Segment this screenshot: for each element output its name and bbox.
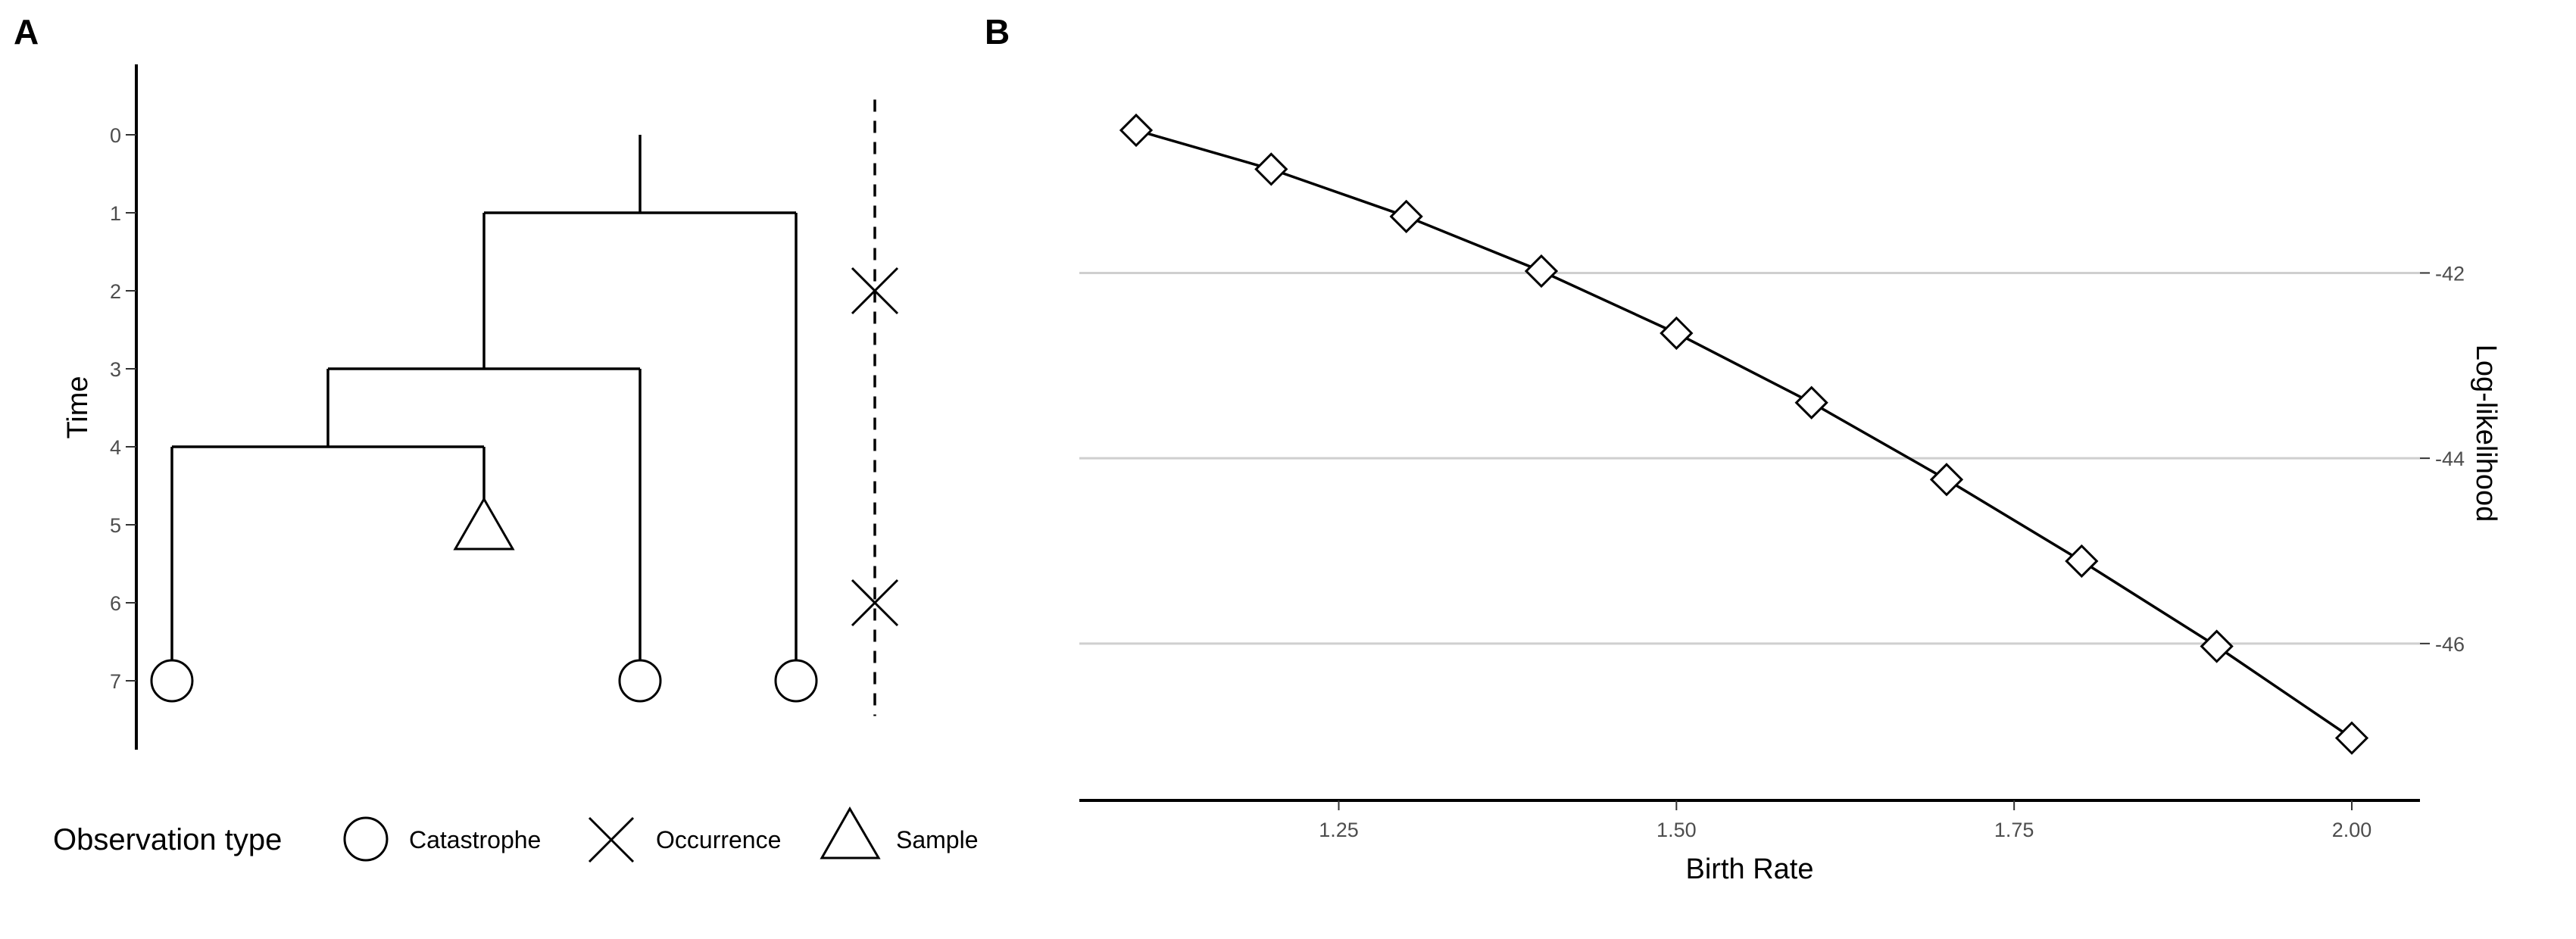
panel-b-x-tick-label: 1.50 [1656, 819, 1697, 841]
data-point-diamond [1929, 463, 1964, 497]
occurrence-stroke [851, 579, 899, 627]
catastrophe-marker [150, 659, 194, 703]
panel-b-x-axis-title: Birth Rate [1686, 853, 1814, 885]
data-point-diamond [2065, 544, 2099, 579]
data-point-diamond [2334, 721, 2369, 755]
circle-icon [343, 816, 389, 862]
panel-b-y-tick-label: -46 [2435, 633, 2465, 656]
series-points [1119, 113, 2369, 755]
catastrophe-marker [618, 659, 662, 703]
triangle-icon [820, 806, 881, 859]
panel-b-y-tick-label: -42 [2435, 262, 2465, 285]
occurrence-marker [851, 579, 899, 627]
data-point-diamond [1254, 152, 1288, 186]
panel-b-x-tick-label: 1.25 [1319, 819, 1359, 841]
panel-a-letter: A [14, 12, 39, 51]
legend-title: Observation type [53, 823, 282, 856]
panel-b-letter: B [985, 12, 1010, 51]
occurrence-marker [851, 267, 899, 315]
data-point-diamond [1119, 113, 1154, 148]
data-point-diamond [2200, 629, 2234, 663]
panel-a-y-tick-label: 4 [110, 436, 121, 459]
legend-label-catastrophe: Catastrophe [409, 826, 541, 853]
panel-b-x-ticks: 1.25 1.50 1.75 2.00 [1319, 800, 2371, 841]
occurrence-lineage [851, 99, 899, 716]
panel-a-y-tick-label: 7 [110, 670, 121, 693]
tree-tips [150, 496, 818, 703]
panel-a-y-tick-label: 2 [110, 280, 121, 303]
panel-a-y-tick-label: 1 [110, 202, 121, 225]
panel-b-x-tick-label: 1.75 [1994, 819, 2034, 841]
data-point-diamond [1524, 254, 1559, 289]
panel-a-tree: 0 1 2 3 4 5 6 7 Time Observation type Catastrop… [53, 64, 979, 863]
legend-label-occurrence: Occurrence [656, 826, 781, 853]
panel-b-y-tick-label: -44 [2435, 448, 2465, 470]
tree-branches [170, 135, 798, 681]
panel-a-y-axis-title: Time [62, 376, 94, 438]
panel-b-x-tick-label: 2.00 [2332, 819, 2372, 841]
panel-b-y-ticks: -42 -44 -46 [2420, 262, 2465, 656]
panel-a-y-tick-label: 3 [110, 358, 121, 381]
panel-a-y-tick-label: 5 [110, 514, 121, 537]
cross-icon [588, 816, 635, 863]
panel-b-line-chart: 1.25 1.50 1.75 2.00 -42 -44 -46 Birth Rate Lo… [1079, 113, 2502, 885]
data-point-diamond [1794, 385, 1828, 420]
occurrence-stroke [851, 267, 899, 315]
sample-marker [453, 496, 515, 551]
observation-legend: Observation type Catastrophe Occurrence … [53, 806, 979, 863]
legend-label-sample: Sample [896, 826, 979, 853]
catastrophe-marker [774, 659, 818, 703]
panel-a-y-tick-label: 6 [110, 592, 121, 615]
series-line [1135, 129, 2353, 740]
data-point-diamond [1389, 199, 1423, 233]
panel-a-y-tick-label: 0 [110, 124, 121, 147]
data-point-diamond [1660, 316, 1694, 351]
panel-b-gridlines [1079, 271, 2420, 645]
panel-b-y-axis-title: Log-likelihood [2470, 345, 2502, 523]
panel-a-y-ticks: 0 1 2 3 4 5 6 7 [110, 124, 136, 693]
